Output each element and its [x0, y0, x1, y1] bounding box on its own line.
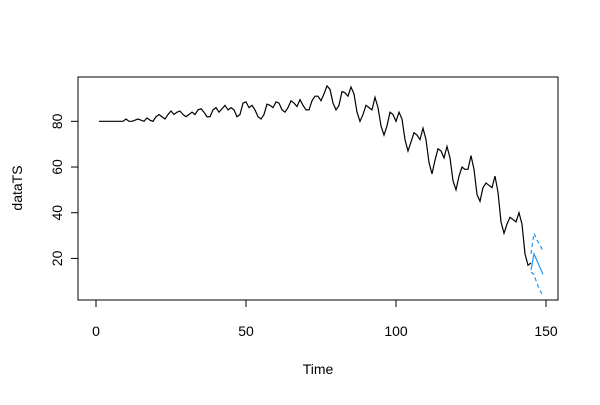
y-tick-label: 60 — [49, 159, 65, 175]
y-tick-label: 20 — [49, 250, 65, 266]
y-tick-label: 80 — [49, 113, 65, 129]
series-line — [530, 271, 544, 297]
series-line — [530, 231, 544, 254]
x-tick-label: 100 — [384, 323, 408, 339]
x-tick-label: 150 — [534, 323, 558, 339]
y-axis-label: dataTS — [9, 165, 25, 210]
plot-frame — [77, 76, 559, 301]
x-axis-label: Time — [303, 361, 334, 377]
series-line — [99, 84, 532, 267]
x-tick-label: 0 — [92, 323, 100, 339]
x-tick-label: 50 — [238, 323, 254, 339]
y-tick-label: 40 — [49, 205, 65, 221]
series-line — [530, 251, 544, 275]
